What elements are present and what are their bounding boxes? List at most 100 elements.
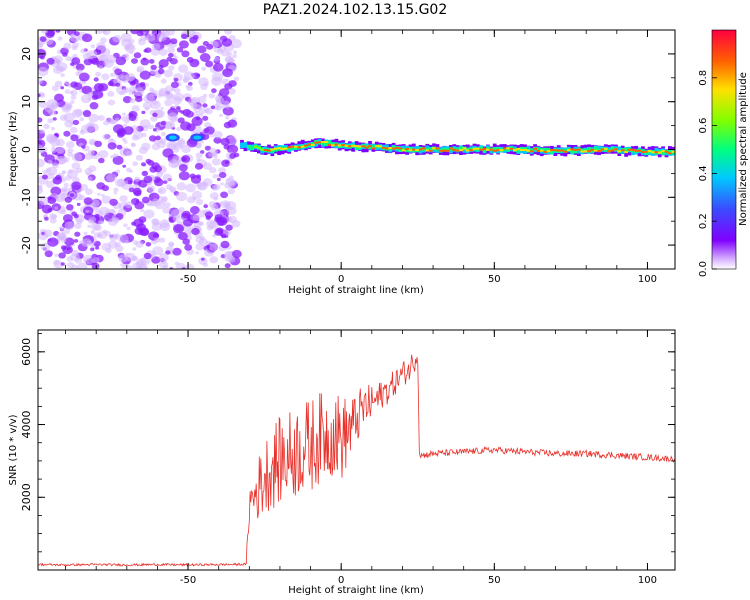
- noise-speckle: [115, 169, 121, 174]
- noise-speckle: [160, 78, 167, 84]
- figure-title: PAZ1.2024.102.13.15.G02: [263, 2, 448, 18]
- ridge-segment: [405, 148, 409, 153]
- noise-speckle: [80, 48, 87, 54]
- noise-speckle: [156, 32, 168, 41]
- noise-speckle: [165, 250, 171, 255]
- noise-speckle: [196, 73, 201, 77]
- noise-speckle: [143, 49, 148, 53]
- ridge-segment: [671, 150, 675, 153]
- noise-speckle: [226, 51, 233, 57]
- noise-speckle: [73, 239, 79, 243]
- noise-speckle: [208, 93, 215, 99]
- noise-speckle: [123, 123, 127, 127]
- ridge-segment: [624, 151, 628, 154]
- ridge-segment: [432, 147, 436, 150]
- ridge-segment: [385, 147, 389, 150]
- noise-speckle: [213, 131, 223, 139]
- ridge-segment: [462, 147, 467, 153]
- ridge-segment: [240, 144, 244, 147]
- ridge-segment: [465, 149, 470, 152]
- noise-speckle: [145, 33, 156, 42]
- noise-speckle: [155, 135, 161, 141]
- noise-speckle: [213, 56, 220, 62]
- noise-speckle: [178, 40, 189, 49]
- noise-speckle: [87, 176, 93, 181]
- x-tick-label: 100: [638, 274, 657, 285]
- ridge-segment: [496, 149, 500, 152]
- noise-speckle: [228, 162, 233, 166]
- noise-speckle: [195, 116, 201, 121]
- noise-speckle: [107, 142, 117, 150]
- noise-speckle: [153, 128, 157, 132]
- noise-speckle: [52, 162, 59, 169]
- noise-speckle: [163, 69, 173, 78]
- noise-speckle: [154, 178, 164, 187]
- noise-speckle: [227, 119, 238, 128]
- noise-speckle: [74, 31, 80, 36]
- ridge-segment: [371, 147, 376, 150]
- noise-speckle: [201, 257, 205, 261]
- noise-speckle: [160, 138, 167, 144]
- noise-speckle: [43, 123, 50, 130]
- ridge-segment: [536, 147, 541, 151]
- noise-speckle: [168, 213, 173, 217]
- noise-speckle: [178, 232, 188, 241]
- noise-speckle: [185, 183, 196, 193]
- noise-speckle: [59, 157, 65, 162]
- noise-speckle: [58, 226, 64, 230]
- noise-speckle: [53, 259, 60, 265]
- noise-speckle: [189, 58, 200, 68]
- noise-speckle: [100, 48, 111, 57]
- noise-speckle: [96, 42, 106, 51]
- noise-speckle: [135, 240, 144, 248]
- noise-speckle: [54, 253, 59, 257]
- noise-speckle: [102, 133, 110, 141]
- ridge-segment: [465, 147, 470, 152]
- ridge-segment: [590, 149, 595, 153]
- noise-speckle: [54, 59, 61, 65]
- noise-speckle: [122, 87, 130, 94]
- ridge-segment: [523, 148, 527, 154]
- noise-speckle: [229, 175, 234, 180]
- noise-speckle: [126, 226, 131, 231]
- noise-speckle: [38, 185, 43, 191]
- noise-speckle: [220, 182, 225, 186]
- noise-speckle: [168, 52, 174, 58]
- noise-speckle: [149, 166, 158, 173]
- ridge-segment: [452, 148, 457, 151]
- ridge-segment: [523, 148, 527, 151]
- noise-speckle: [197, 96, 207, 104]
- noise-speckle: [140, 208, 145, 213]
- noise-speckle: [96, 192, 101, 196]
- noise-speckle: [39, 196, 50, 206]
- noise-speckle: [164, 202, 171, 208]
- ridge-segment: [270, 148, 275, 151]
- noise-speckle: [174, 88, 181, 94]
- noise-speckle: [128, 114, 137, 121]
- noise-speckle: [225, 224, 233, 231]
- noise-speckle: [112, 153, 119, 158]
- noise-speckle: [203, 162, 212, 170]
- noise-speckle: [143, 175, 153, 184]
- noise-speckle: [233, 76, 240, 82]
- ridge-segment: [533, 147, 537, 150]
- noise-speckle: [69, 193, 75, 197]
- noise-speckle: [65, 175, 72, 181]
- noise-speckle: [148, 135, 157, 142]
- ridge-segment: [314, 141, 318, 147]
- ridge-segment: [641, 149, 645, 153]
- noise-speckle: [119, 147, 131, 157]
- ridge-segment: [573, 150, 578, 154]
- colorbar-tick-label: 0.2: [698, 213, 709, 229]
- noise-speckle: [218, 167, 227, 174]
- ridge-segment: [344, 145, 349, 147]
- noise-speckle: [70, 134, 79, 142]
- noise-speckle: [119, 195, 128, 203]
- ridge-segment: [408, 149, 413, 152]
- ridge-segment: [536, 150, 541, 152]
- noise-speckle: [227, 188, 235, 195]
- noise-speckle: [60, 262, 65, 266]
- noise-speckle: [133, 218, 144, 228]
- ridge-segment: [661, 150, 665, 153]
- noise-speckle: [116, 144, 123, 150]
